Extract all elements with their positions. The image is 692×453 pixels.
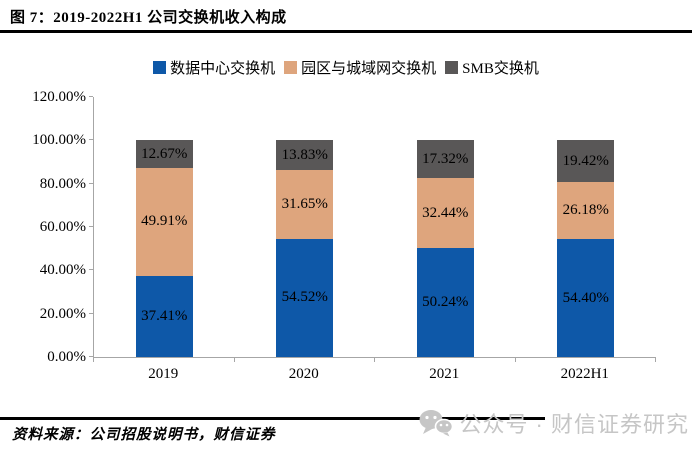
bar-2022H1: 54.40% 26.18% 19.42% xyxy=(557,97,615,357)
bar-segment-label: 19.42% xyxy=(562,152,609,169)
y-axis: 0.00% 20.00% 40.00% 60.00% 80.00% 100.00% 120.… xyxy=(0,89,86,365)
plot-area: 37.41% 49.91% 12.67% 54.52% 31.65% 13.83% 50.2… xyxy=(89,96,657,362)
bar-segment: 50.24% xyxy=(416,248,474,357)
bar-segment-label: 12.67% xyxy=(141,145,188,162)
bar-segment: 26.18% xyxy=(557,182,615,240)
y-tick-mark xyxy=(89,269,93,271)
y-tick-mark xyxy=(89,226,93,227)
bar-segment-label: 31.65% xyxy=(281,196,328,213)
x-category-label: 2020 xyxy=(288,366,319,382)
bar-segment-label: 50.24% xyxy=(422,294,469,311)
x-tick-mark xyxy=(514,358,516,362)
bar-segment: 13.83% xyxy=(276,140,334,171)
bar-segment-label: 32.44% xyxy=(422,204,469,221)
legend-item: SMB交换机 xyxy=(445,57,539,78)
legend-label: 数据中心交换机 xyxy=(170,61,276,77)
source-note: 资料来源：公司招股说明书，财信证券 xyxy=(12,427,276,443)
y-tick-label: 100.00% xyxy=(32,132,86,149)
bar-2021: 50.24% 32.44% 17.32% xyxy=(416,97,474,357)
legend-swatch xyxy=(153,61,167,74)
x-tick-mark xyxy=(655,358,656,362)
wechat-icon xyxy=(419,410,454,437)
y-tick-label: 60.00% xyxy=(39,219,86,235)
bar-segment-label: 13.83% xyxy=(281,146,328,163)
bar-2020: 54.52% 31.65% 13.83% xyxy=(276,97,334,357)
footer-divider xyxy=(0,417,545,420)
bar-slot-2021: 50.24% 32.44% 17.32% xyxy=(375,97,516,357)
legend-item: 数据中心交换机 xyxy=(153,57,275,78)
x-category-label: 2021 xyxy=(429,366,460,382)
y-tick-mark xyxy=(89,96,93,97)
bar-segment: 12.67% xyxy=(135,140,193,168)
y-tick-mark xyxy=(89,182,93,184)
bar-slot-2020: 54.52% 31.65% 13.83% xyxy=(235,97,376,357)
bar-slot-2022H1: 54.40% 26.18% 19.42% xyxy=(516,97,657,357)
bar-2019: 37.41% 49.91% 12.67% xyxy=(135,97,193,357)
legend-label: SMB交换机 xyxy=(462,61,539,77)
bar-segment: 54.40% xyxy=(557,239,615,357)
bar-segment: 37.41% xyxy=(135,275,193,357)
y-tick-label: 0.00% xyxy=(47,349,86,365)
bar-slot-2019: 37.41% 49.91% 12.67% xyxy=(94,97,235,357)
figure-title: 图 7：2019-2022H1 公司交换机收入构成 xyxy=(10,10,287,26)
legend-label: 园区与城域网交换机 xyxy=(301,61,437,77)
bar-segment-label: 54.40% xyxy=(562,289,609,306)
y-tick-mark xyxy=(89,312,93,314)
x-category-label: 2019 xyxy=(148,366,179,382)
y-tick-label: 80.00% xyxy=(39,175,86,192)
y-tick-label: 20.00% xyxy=(39,305,86,322)
watermark-text: 公众号 · 财信证券研究 xyxy=(459,412,689,437)
x-category-label: 2022H1 xyxy=(560,366,609,382)
bar-segment: 54.52% xyxy=(276,238,334,357)
x-axis-labels: 2019 2020 2021 2022H1 xyxy=(93,366,655,383)
bar-segment-label: 17.32% xyxy=(422,150,469,167)
bar-segment: 19.42% xyxy=(557,140,615,183)
bar-segment-label: 26.18% xyxy=(562,202,609,219)
bar-segment: 31.65% xyxy=(276,170,334,239)
chart-legend: 数据中心交换机 园区与城域网交换机 SMB交换机 xyxy=(0,57,692,78)
bar-segment-label: 49.91% xyxy=(141,213,188,230)
legend-item: 园区与城域网交换机 xyxy=(284,57,436,78)
bar-segment: 49.91% xyxy=(135,167,193,276)
bar-segment: 17.32% xyxy=(416,140,474,178)
bar-segment-label: 54.52% xyxy=(281,289,328,306)
bar-segment: 32.44% xyxy=(416,177,474,249)
legend-swatch xyxy=(284,61,298,74)
bar-segment-label: 37.41% xyxy=(141,307,188,324)
y-tick-label: 120.00% xyxy=(32,89,86,105)
y-tick-label: 40.00% xyxy=(39,262,86,279)
x-tick-mark xyxy=(374,358,375,362)
y-tick-mark xyxy=(89,356,93,357)
y-tick-mark xyxy=(89,139,93,141)
x-tick-mark xyxy=(233,358,235,362)
wechat-watermark: 公众号 · 财信证券研究 xyxy=(419,406,689,440)
title-divider xyxy=(0,30,692,33)
legend-swatch xyxy=(445,61,459,74)
x-tick-mark xyxy=(93,358,94,362)
